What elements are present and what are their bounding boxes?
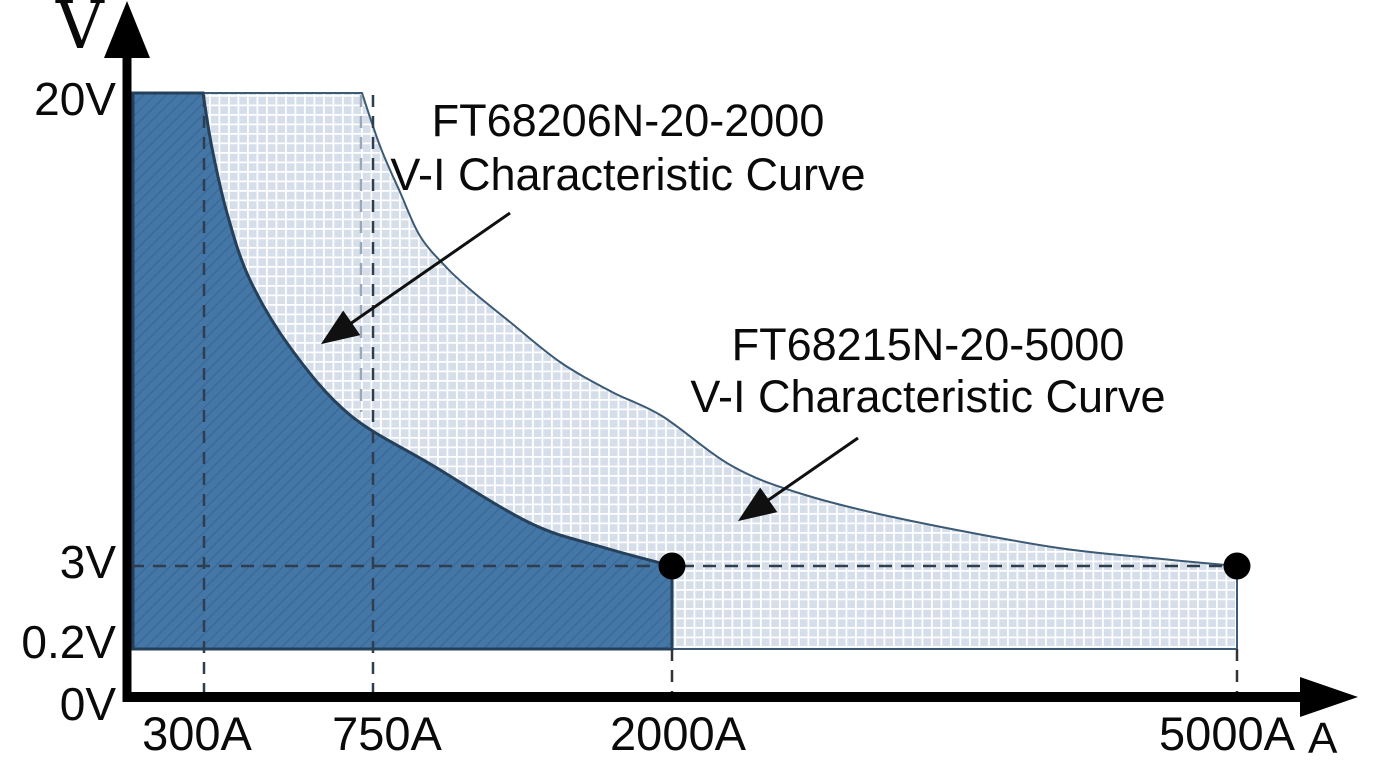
x-axis (122, 692, 1303, 702)
x-axis-arrow-icon (1300, 677, 1358, 717)
point-5000a-3v (1223, 552, 1251, 580)
x-tick-2000a: 2000A (610, 707, 746, 760)
y-tick-3v: 3V (59, 536, 116, 588)
annotation-5000-model: FT68215N-20-5000 (731, 319, 1125, 370)
annotation-label-5000: FT68215N-20-5000 V-I Characteristic Curv… (648, 319, 1208, 423)
y-tick-20v: 20V (34, 73, 116, 125)
y-axis (122, 42, 132, 702)
y-tick-0p2v: 0.2V (21, 616, 116, 668)
annotation-label-2000: FT68206N-20-2000 V-I Characteristic Curv… (348, 94, 908, 202)
annotation-arrow-5000 (737, 436, 859, 522)
x-tick-300a: 300A (142, 707, 252, 760)
annotation-2000-caption: V-I Characteristic Curve (390, 149, 866, 200)
point-2000a-3v (658, 552, 686, 580)
x-axis-title: A (1308, 714, 1338, 763)
y-axis-arrow-icon (104, 1, 150, 58)
region-ft68206n-20-2000 (131, 91, 674, 651)
annotation-arrow-2000 (320, 211, 511, 345)
y-axis-title: V (56, 0, 104, 64)
y-tick-0v: 0V (59, 678, 116, 730)
x-tick-5000a: 5000A (1159, 707, 1295, 760)
annotation-5000-caption: V-I Characteristic Curve (690, 371, 1166, 422)
x-tick-750a: 750A (332, 707, 442, 760)
annotation-2000-model: FT68206N-20-2000 (431, 95, 825, 146)
